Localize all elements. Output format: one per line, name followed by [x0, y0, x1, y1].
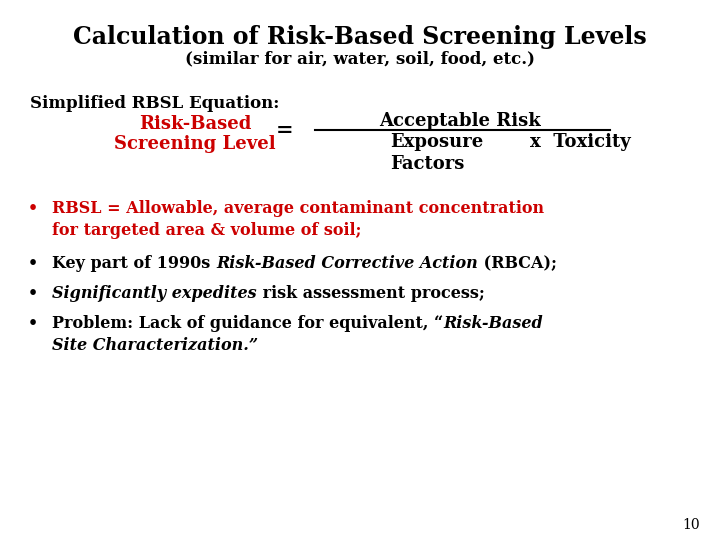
Text: Risk-Based Corrective Action: Risk-Based Corrective Action: [216, 255, 477, 272]
Text: Key part of 1990s: Key part of 1990s: [52, 255, 216, 272]
Text: risk assessment process;: risk assessment process;: [256, 285, 485, 302]
Text: =: =: [276, 120, 294, 140]
Text: •: •: [28, 200, 38, 217]
Text: Simplified RBSL Equation:: Simplified RBSL Equation:: [30, 95, 279, 112]
Text: Risk-Based: Risk-Based: [139, 115, 251, 133]
Text: Site Characterization.”: Site Characterization.”: [52, 337, 258, 354]
Text: •: •: [28, 285, 38, 302]
Text: x  Toxicity: x Toxicity: [530, 133, 631, 151]
Text: (similar for air, water, soil, food, etc.): (similar for air, water, soil, food, etc…: [185, 50, 535, 67]
Text: Screening Level: Screening Level: [114, 135, 276, 153]
Text: 10: 10: [683, 518, 700, 532]
Text: Exposure: Exposure: [390, 133, 483, 151]
Text: Significantly expedites: Significantly expedites: [52, 285, 256, 302]
Text: Calculation of Risk-Based Screening Levels: Calculation of Risk-Based Screening Leve…: [73, 25, 647, 49]
Text: RBSL = Allowable, average contaminant concentration: RBSL = Allowable, average contaminant co…: [52, 200, 544, 217]
Text: •: •: [28, 315, 38, 332]
Text: for targeted area & volume of soil;: for targeted area & volume of soil;: [52, 222, 361, 239]
Text: (RBCA);: (RBCA);: [477, 255, 557, 272]
Text: Acceptable Risk: Acceptable Risk: [379, 112, 541, 130]
Text: •: •: [28, 255, 38, 272]
Text: Risk-Based: Risk-Based: [444, 315, 543, 332]
Text: Problem: Lack of guidance for equivalent, “: Problem: Lack of guidance for equivalent…: [52, 315, 444, 332]
Text: Factors: Factors: [390, 155, 464, 173]
